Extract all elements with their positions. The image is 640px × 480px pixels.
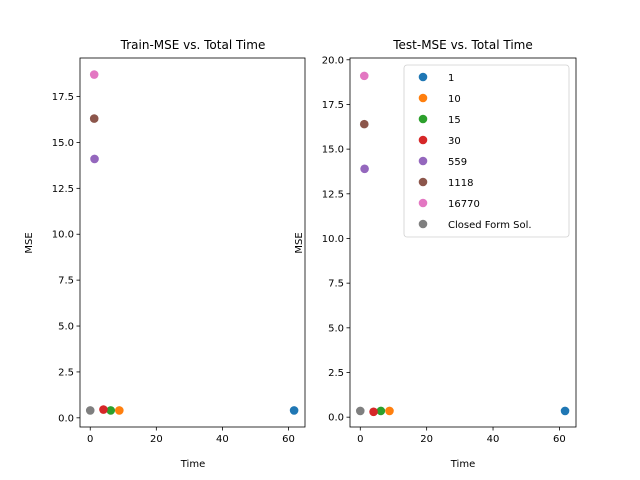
train-point-closed-form-sol	[85, 406, 95, 415]
train-x-tick-label: 0	[87, 434, 93, 445]
test-point-30	[369, 407, 378, 417]
train-point-1118	[89, 114, 99, 123]
test-plot-frame	[349, 57, 577, 428]
legend-entries: 1 10 15 30 559 1118 16770 Closed Form Sol.	[418, 72, 532, 231]
test-x-tick-label: 40	[487, 434, 500, 445]
train-x-tick-label: 40	[216, 434, 229, 445]
legend-label: Closed Form Sol.	[448, 220, 532, 231]
train-point-559	[90, 154, 99, 164]
train-y-tick-label: 5.0	[58, 322, 74, 333]
legend-marker	[418, 156, 428, 166]
train-x-axis-label: Time	[180, 459, 205, 470]
test-y-tick-label: 0.0	[328, 413, 344, 424]
train-x-tick-label: 20	[150, 434, 163, 445]
train-y-tick-label: 10.0	[52, 230, 74, 241]
train-plot-frame	[79, 57, 306, 428]
legend-box	[403, 64, 570, 238]
test-points	[355, 71, 570, 417]
legend-marker	[418, 93, 428, 103]
test-point-10	[385, 406, 394, 416]
test-point-559	[360, 164, 369, 174]
train-chart: Train-MSE vs. Total Time Time MSE 0 20 40 6…	[24, 38, 306, 470]
test-x-tick-label: 60	[553, 434, 566, 445]
train-y-tick-label: 17.5	[52, 92, 74, 103]
test-ticks: 0 20 40 60 0.0 2.5 5.0 7.5 10.0 12.5 15.0 17.5 20.0	[322, 55, 566, 445]
legend-marker	[418, 219, 428, 229]
test-x-tick-label: 0	[357, 434, 363, 445]
test-point-15	[376, 406, 386, 416]
train-chart-title: Train-MSE vs. Total Time	[120, 38, 266, 52]
legend-label: 10	[448, 94, 461, 105]
train-y-tick-label: 12.5	[52, 184, 74, 195]
legend-label: 16770	[448, 199, 480, 210]
test-y-tick-label: 20.0	[322, 55, 344, 66]
train-y-tick-label: 7.5	[58, 276, 74, 287]
test-y-tick-label: 2.5	[328, 368, 344, 379]
train-y-tick-label: 0.0	[58, 413, 74, 424]
train-point-15	[106, 406, 116, 415]
train-y-tick-label: 15.0	[52, 138, 74, 149]
test-y-tick-label: 7.5	[328, 279, 344, 290]
legend-marker	[418, 114, 428, 124]
test-chart-title: Test-MSE vs. Total Time	[392, 38, 533, 52]
test-x-tick-label: 20	[420, 434, 433, 445]
test-y-tick-label: 12.5	[322, 189, 344, 200]
test-y-tick-label: 5.0	[328, 323, 344, 334]
test-y-tick-label: 15.0	[322, 145, 344, 156]
train-ticks: 0 20 40 60 0.0 2.5 5.0 7.5 10.0 12.5 15.0 17.5	[52, 92, 295, 445]
train-points	[85, 70, 299, 415]
train-point-30	[99, 405, 108, 414]
train-point-1	[289, 406, 299, 415]
legend-marker	[418, 177, 428, 187]
test-point-16770	[359, 71, 369, 81]
test-point-1	[560, 406, 570, 416]
test-chart: Test-MSE vs. Total Time Time MSE 0 20 40 60…	[294, 38, 577, 470]
train-point-16770	[89, 70, 99, 79]
test-y-axis-label: MSE	[294, 232, 305, 253]
test-x-axis-label: Time	[450, 459, 475, 470]
legend-label: 559	[448, 157, 467, 168]
legend-label: 1118	[448, 178, 473, 189]
legend-label: 30	[448, 136, 461, 147]
train-y-tick-label: 2.5	[58, 367, 74, 378]
legend-label: 15	[448, 115, 461, 126]
legend-label: 1	[448, 73, 454, 84]
test-y-tick-label: 10.0	[322, 234, 344, 245]
test-point-1118	[359, 119, 369, 129]
legend-marker	[418, 198, 428, 208]
train-x-tick-label: 60	[282, 434, 295, 445]
train-y-axis-label: MSE	[24, 232, 35, 253]
test-point-closed-form-sol	[355, 406, 365, 416]
legend: 1 10 15 30 559 1118 16770 Closed Form Sol.	[403, 64, 570, 238]
test-y-tick-label: 17.5	[322, 100, 344, 111]
legend-marker	[418, 135, 428, 145]
legend-marker	[418, 72, 428, 82]
train-point-10	[115, 406, 124, 415]
